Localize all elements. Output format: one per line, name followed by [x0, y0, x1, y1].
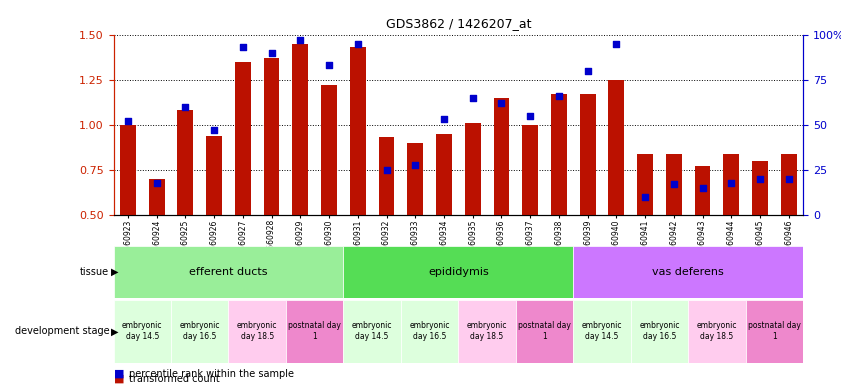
Point — [610, 41, 623, 47]
Point — [754, 176, 767, 182]
Text: epididymis: epididymis — [428, 266, 489, 277]
Point — [495, 100, 508, 106]
Bar — [120, 125, 135, 215]
Text: efferent ducts: efferent ducts — [189, 266, 267, 277]
Bar — [235, 62, 251, 215]
Bar — [436, 134, 452, 215]
Point — [322, 62, 336, 68]
Text: percentile rank within the sample: percentile rank within the sample — [129, 369, 294, 379]
Bar — [206, 136, 222, 215]
Point — [437, 116, 451, 122]
Bar — [609, 80, 624, 215]
Point — [236, 44, 250, 50]
Point — [638, 194, 652, 200]
Bar — [350, 47, 366, 215]
Bar — [574, 300, 631, 363]
Point — [265, 50, 278, 56]
Bar — [171, 300, 229, 363]
Point — [208, 127, 221, 133]
Text: embryonic
day 16.5: embryonic day 16.5 — [179, 321, 220, 341]
Point — [725, 179, 738, 185]
Bar — [465, 123, 480, 215]
Text: embryonic
day 18.5: embryonic day 18.5 — [696, 321, 738, 341]
Point — [351, 41, 364, 47]
Bar — [746, 300, 803, 363]
Bar — [149, 179, 165, 215]
Point — [553, 93, 566, 99]
Bar — [551, 94, 567, 215]
Bar — [378, 137, 394, 215]
Point — [581, 68, 595, 74]
Point — [782, 176, 796, 182]
Bar — [574, 246, 803, 298]
Bar — [293, 44, 308, 215]
Point — [121, 118, 135, 124]
Bar — [637, 154, 653, 215]
Text: ■: ■ — [114, 369, 124, 379]
Bar — [229, 300, 286, 363]
Point — [696, 185, 709, 191]
Bar — [631, 300, 688, 363]
Bar — [177, 110, 193, 215]
Text: ▶: ▶ — [111, 267, 119, 277]
Text: embryonic
day 16.5: embryonic day 16.5 — [410, 321, 450, 341]
Point — [294, 37, 307, 43]
Point — [150, 179, 163, 185]
Bar — [723, 154, 739, 215]
Point — [178, 104, 192, 110]
Point — [380, 167, 394, 173]
Text: embryonic
day 14.5: embryonic day 14.5 — [582, 321, 622, 341]
Bar — [516, 300, 574, 363]
Text: embryonic
day 16.5: embryonic day 16.5 — [639, 321, 680, 341]
Bar — [286, 300, 343, 363]
Text: embryonic
day 18.5: embryonic day 18.5 — [467, 321, 507, 341]
Text: tissue: tissue — [80, 267, 109, 277]
Bar — [264, 58, 279, 215]
Bar — [343, 246, 574, 298]
Bar — [494, 98, 510, 215]
Bar — [321, 85, 337, 215]
Text: transformed count: transformed count — [129, 374, 220, 384]
Bar — [688, 300, 746, 363]
Bar — [401, 300, 458, 363]
Text: ▶: ▶ — [111, 326, 119, 336]
Bar — [407, 143, 423, 215]
Bar — [579, 94, 595, 215]
Text: postnatal day
1: postnatal day 1 — [748, 321, 801, 341]
Bar — [114, 300, 171, 363]
Text: vas deferens: vas deferens — [653, 266, 724, 277]
Text: development stage: development stage — [14, 326, 109, 336]
Point — [523, 113, 537, 119]
Text: embryonic
day 14.5: embryonic day 14.5 — [122, 321, 162, 341]
Bar — [666, 154, 682, 215]
Title: GDS3862 / 1426207_at: GDS3862 / 1426207_at — [385, 17, 532, 30]
Point — [409, 161, 422, 167]
Bar — [458, 300, 516, 363]
Bar — [752, 161, 768, 215]
Text: postnatal day
1: postnatal day 1 — [288, 321, 341, 341]
Bar — [114, 246, 343, 298]
Text: postnatal day
1: postnatal day 1 — [518, 321, 571, 341]
Bar — [781, 154, 796, 215]
Text: embryonic
day 18.5: embryonic day 18.5 — [237, 321, 278, 341]
Bar — [695, 166, 711, 215]
Point — [466, 95, 479, 101]
Bar — [522, 125, 538, 215]
Text: ■: ■ — [114, 374, 124, 384]
Text: embryonic
day 14.5: embryonic day 14.5 — [352, 321, 393, 341]
Point — [667, 181, 680, 187]
Bar — [343, 300, 401, 363]
